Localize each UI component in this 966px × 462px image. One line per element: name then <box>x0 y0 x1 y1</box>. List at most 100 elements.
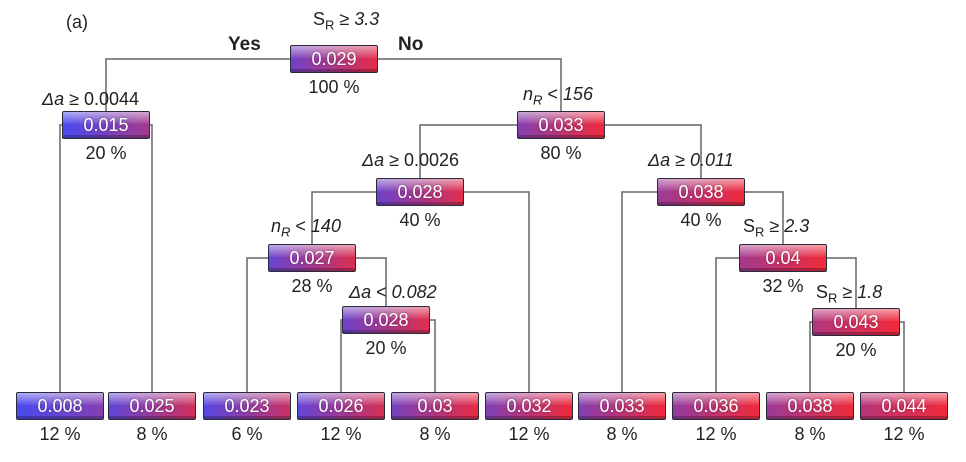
node-percent: 8 % <box>419 424 451 444</box>
leaf-node-l3: 0.023 <box>203 392 291 420</box>
edge-n6-l5 <box>430 319 436 392</box>
edge-n2-n3 <box>419 124 517 178</box>
split-threshold: 140 <box>310 216 341 236</box>
no-branch-label: No <box>398 34 424 55</box>
split-operator: ≥ <box>384 150 404 170</box>
node-value: 0.028 <box>363 310 409 330</box>
leaf-node-l7: 0.033 <box>578 392 666 420</box>
node-percent: 20 % <box>85 143 127 163</box>
split-node-n7: 0.04 <box>739 244 827 272</box>
split-operator: ≥ <box>837 282 858 302</box>
leaf-node-l9: 0.038 <box>766 392 854 420</box>
split-operator: < <box>290 216 311 236</box>
split-node-n3: 0.028 <box>376 178 464 206</box>
edge-n5-n6 <box>356 257 387 306</box>
split-condition: SR ≥ 2.3 <box>743 216 809 240</box>
edge-n5-l3 <box>246 257 268 392</box>
node-percent: 32 % <box>762 276 804 296</box>
split-variable-subscript: R <box>281 224 291 240</box>
split-condition: SR ≥ 3.3 <box>313 9 379 33</box>
node-value: 0.027 <box>289 248 335 268</box>
edge-n4-l7 <box>621 191 657 392</box>
panel-label: (a) <box>66 12 88 32</box>
leaf-node-l1: 0.008 <box>16 392 104 420</box>
split-threshold: 3.3 <box>354 9 380 29</box>
split-variable-subscript: R <box>325 17 335 33</box>
split-operator: ≥ <box>334 9 355 29</box>
node-value: 0.038 <box>678 182 724 202</box>
node-value: 0.033 <box>538 115 584 135</box>
node-value: 0.032 <box>506 396 552 416</box>
node-percent: 20 % <box>835 340 877 360</box>
split-operator: ≥ <box>64 89 84 109</box>
split-node-n1: 0.015 <box>62 111 150 139</box>
split-threshold: 1.8 <box>857 282 883 302</box>
node-percent: 8 % <box>606 424 638 444</box>
node-value: 0.04 <box>765 248 801 268</box>
leaf-node-l6: 0.032 <box>485 392 573 420</box>
split-variable: n <box>523 84 534 104</box>
edge-n8-l9 <box>809 321 812 392</box>
split-variable: Δa <box>42 89 65 109</box>
node-value: 0.023 <box>224 396 270 416</box>
leaf-node-l2: 0.025 <box>108 392 196 420</box>
split-threshold: 0.0026 <box>403 150 460 170</box>
edge-n0-n1 <box>105 58 290 111</box>
node-value: 0.008 <box>37 396 83 416</box>
split-condition: Δa ≥ 0.011 <box>648 150 734 171</box>
node-percent: 12 % <box>39 424 81 444</box>
split-condition: SR ≥ 1.8 <box>816 282 882 306</box>
split-operator: ≥ <box>764 216 785 236</box>
split-threshold: 156 <box>562 84 593 104</box>
node-percent: 28 % <box>291 276 333 296</box>
edge-n8-l10 <box>900 321 905 392</box>
node-value: 0.025 <box>129 396 175 416</box>
split-threshold: 0.011 <box>689 150 734 170</box>
node-value: 0.029 <box>311 49 357 69</box>
node-percent: 12 % <box>508 424 550 444</box>
node-value: 0.03 <box>417 396 453 416</box>
split-threshold: 2.3 <box>784 216 810 236</box>
leaf-node-l8: 0.036 <box>672 392 760 420</box>
node-percent: 20 % <box>365 338 407 358</box>
split-variable-subscript: R <box>828 290 838 306</box>
split-threshold: 0.082 <box>391 282 437 302</box>
node-percent: 40 % <box>399 210 441 230</box>
node-percent: 8 % <box>794 424 826 444</box>
node-percent: 8 % <box>136 424 168 444</box>
split-condition: Δa ≥ 0.0026 <box>362 150 459 171</box>
node-value: 0.033 <box>599 396 645 416</box>
leaf-node-l4: 0.026 <box>297 392 385 420</box>
split-variable-subscript: R <box>755 224 765 240</box>
node-value: 0.036 <box>693 396 739 416</box>
split-node-n4: 0.038 <box>657 178 745 206</box>
node-percent: 80 % <box>540 143 582 163</box>
edge-n4-n7 <box>745 191 784 244</box>
split-node-n8: 0.043 <box>812 308 900 336</box>
split-variable: S <box>816 282 829 302</box>
node-percent: 12 % <box>883 424 925 444</box>
edge-n6-l4 <box>340 319 342 392</box>
split-variable: Δa <box>362 150 385 170</box>
split-condition: Δa < 0.082 <box>349 282 437 303</box>
split-variable: S <box>743 216 756 236</box>
edge-n1-l1 <box>59 124 62 392</box>
node-value: 0.043 <box>833 312 879 332</box>
edge-n3-l6 <box>464 191 530 392</box>
node-value: 0.028 <box>397 182 443 202</box>
leaf-node-l5: 0.03 <box>391 392 479 420</box>
edge-n3-n5 <box>311 191 376 244</box>
edge-n7-n8 <box>827 257 857 308</box>
node-percent: 12 % <box>320 424 362 444</box>
edge-n7-l8 <box>715 257 739 392</box>
split-threshold: 0.0044 <box>83 89 140 109</box>
split-variable: n <box>271 216 282 236</box>
leaf-node-l10: 0.044 <box>860 392 948 420</box>
split-variable: S <box>313 9 326 29</box>
split-variable: Δa <box>648 150 671 170</box>
split-node-n6: 0.028 <box>342 306 430 334</box>
split-operator: < <box>542 84 563 104</box>
node-value: 0.015 <box>83 115 129 135</box>
